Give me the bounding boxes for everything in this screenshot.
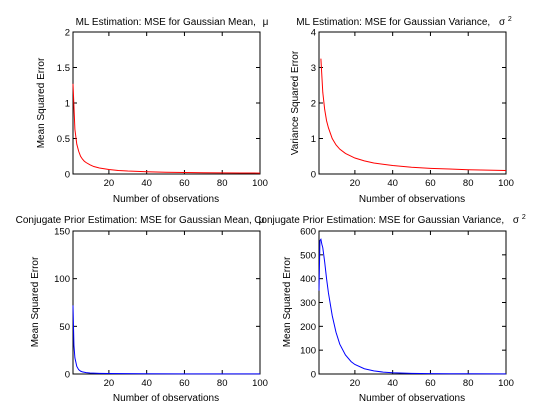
axes-box xyxy=(318,31,507,175)
ml-mean-mse-plot: ML Estimation: MSE for Gaussian Mean, μ … xyxy=(36,17,269,205)
y-tick-label: 0 xyxy=(311,370,316,381)
x-tick-label: 20 xyxy=(104,378,115,389)
conjugate-mean-mse-plot: Conjugate Prior Estimation: MSE for Gaus… xyxy=(16,215,268,404)
axes-box xyxy=(72,31,261,175)
x-tick-label: 60 xyxy=(179,178,190,189)
y-tick-label: 300 xyxy=(300,298,316,309)
x-tick-label: 100 xyxy=(252,378,268,389)
x-axis-label: Number of observations xyxy=(359,393,465,404)
x-tick-label: 20 xyxy=(350,378,361,389)
y-tick-label: 500 xyxy=(300,250,316,261)
series-line xyxy=(72,305,261,375)
series-line xyxy=(320,58,507,171)
x-tick-label: 100 xyxy=(498,378,514,389)
y-tick-label: 100 xyxy=(54,274,70,285)
y-tick-label: 2 xyxy=(65,28,70,39)
y-axis-label: Mean Squared Error xyxy=(30,256,41,347)
x-tick-label: 40 xyxy=(141,178,152,189)
y-tick-label: 3 xyxy=(311,63,316,74)
tick-group: 20 40 60 80 100 0 0.5 1 1.5 2 xyxy=(57,28,268,190)
plot-title: ML Estimation: MSE for Gaussian Mean, μ xyxy=(76,17,269,28)
x-tick-label: 80 xyxy=(463,378,474,389)
tick-group: 20 40 60 80 100 0 100 200 300 400 500 600 xyxy=(300,227,514,390)
y-tick-label: 600 xyxy=(300,227,316,238)
x-axis-label: Number of observations xyxy=(113,194,219,205)
x-tick-label: 60 xyxy=(179,378,190,389)
ml-variance-mse-plot: ML Estimation: MSE for Gaussian Variance… xyxy=(290,16,514,205)
x-tick-label: 60 xyxy=(425,178,436,189)
x-tick-label: 60 xyxy=(425,378,436,389)
y-tick-label: 200 xyxy=(300,322,316,333)
line-group xyxy=(318,238,507,375)
x-axis-label: Number of observations xyxy=(113,393,219,404)
tick-group: 20 40 60 80 100 0 1 2 3 4 xyxy=(311,28,514,190)
x-tick-label: 80 xyxy=(463,178,474,189)
y-tick-label: 150 xyxy=(54,227,70,238)
x-tick-label: 80 xyxy=(217,178,228,189)
y-tick-label: 400 xyxy=(300,274,316,285)
x-tick-label: 40 xyxy=(387,178,398,189)
x-tick-label: 80 xyxy=(217,378,228,389)
line-group xyxy=(72,305,261,375)
y-tick-label: 1 xyxy=(311,134,316,145)
y-tick-label: 2 xyxy=(311,99,316,110)
y-tick-label: 0 xyxy=(311,170,316,181)
axes-box xyxy=(318,230,507,375)
conjugate-variance-mse-plot: Conjugate Prior Estimation: MSE for Gaus… xyxy=(254,214,526,404)
series-line xyxy=(72,83,261,174)
x-tick-label: 20 xyxy=(350,178,361,189)
y-tick-label: 0 xyxy=(65,170,70,181)
x-tick-label: 40 xyxy=(387,378,398,389)
x-tick-label: 100 xyxy=(498,178,514,189)
x-axis-label: Number of observations xyxy=(359,194,465,205)
y-tick-label: 50 xyxy=(59,322,70,333)
y-tick-label: 0 xyxy=(65,370,70,381)
axes-box xyxy=(72,230,261,375)
y-tick-label: 0.5 xyxy=(57,134,70,145)
tick-group: 20 40 60 80 100 0 50 100 150 xyxy=(54,227,268,390)
y-axis-label: Mean Squared Error xyxy=(36,57,47,148)
x-tick-label: 20 xyxy=(104,178,115,189)
plot-title: Conjugate Prior Estimation: MSE for Gaus… xyxy=(16,215,265,226)
series-line xyxy=(318,238,507,375)
x-tick-label: 40 xyxy=(141,378,152,389)
x-tick-label: 100 xyxy=(252,178,268,189)
y-tick-label: 1 xyxy=(65,99,70,110)
y-tick-label: 1.5 xyxy=(57,63,70,74)
y-tick-label: 4 xyxy=(311,28,316,39)
line-group xyxy=(72,83,261,174)
plot-title: ML Estimation: MSE for Gaussian Variance… xyxy=(296,16,512,28)
y-tick-label: 100 xyxy=(300,346,316,357)
y-axis-label: Mean Squared Error xyxy=(282,256,293,347)
y-axis-label: Variance Squared Error xyxy=(290,50,301,155)
plot-title: Conjugate Prior Estimation: MSE for Gaus… xyxy=(254,214,526,226)
line-group xyxy=(320,58,507,171)
